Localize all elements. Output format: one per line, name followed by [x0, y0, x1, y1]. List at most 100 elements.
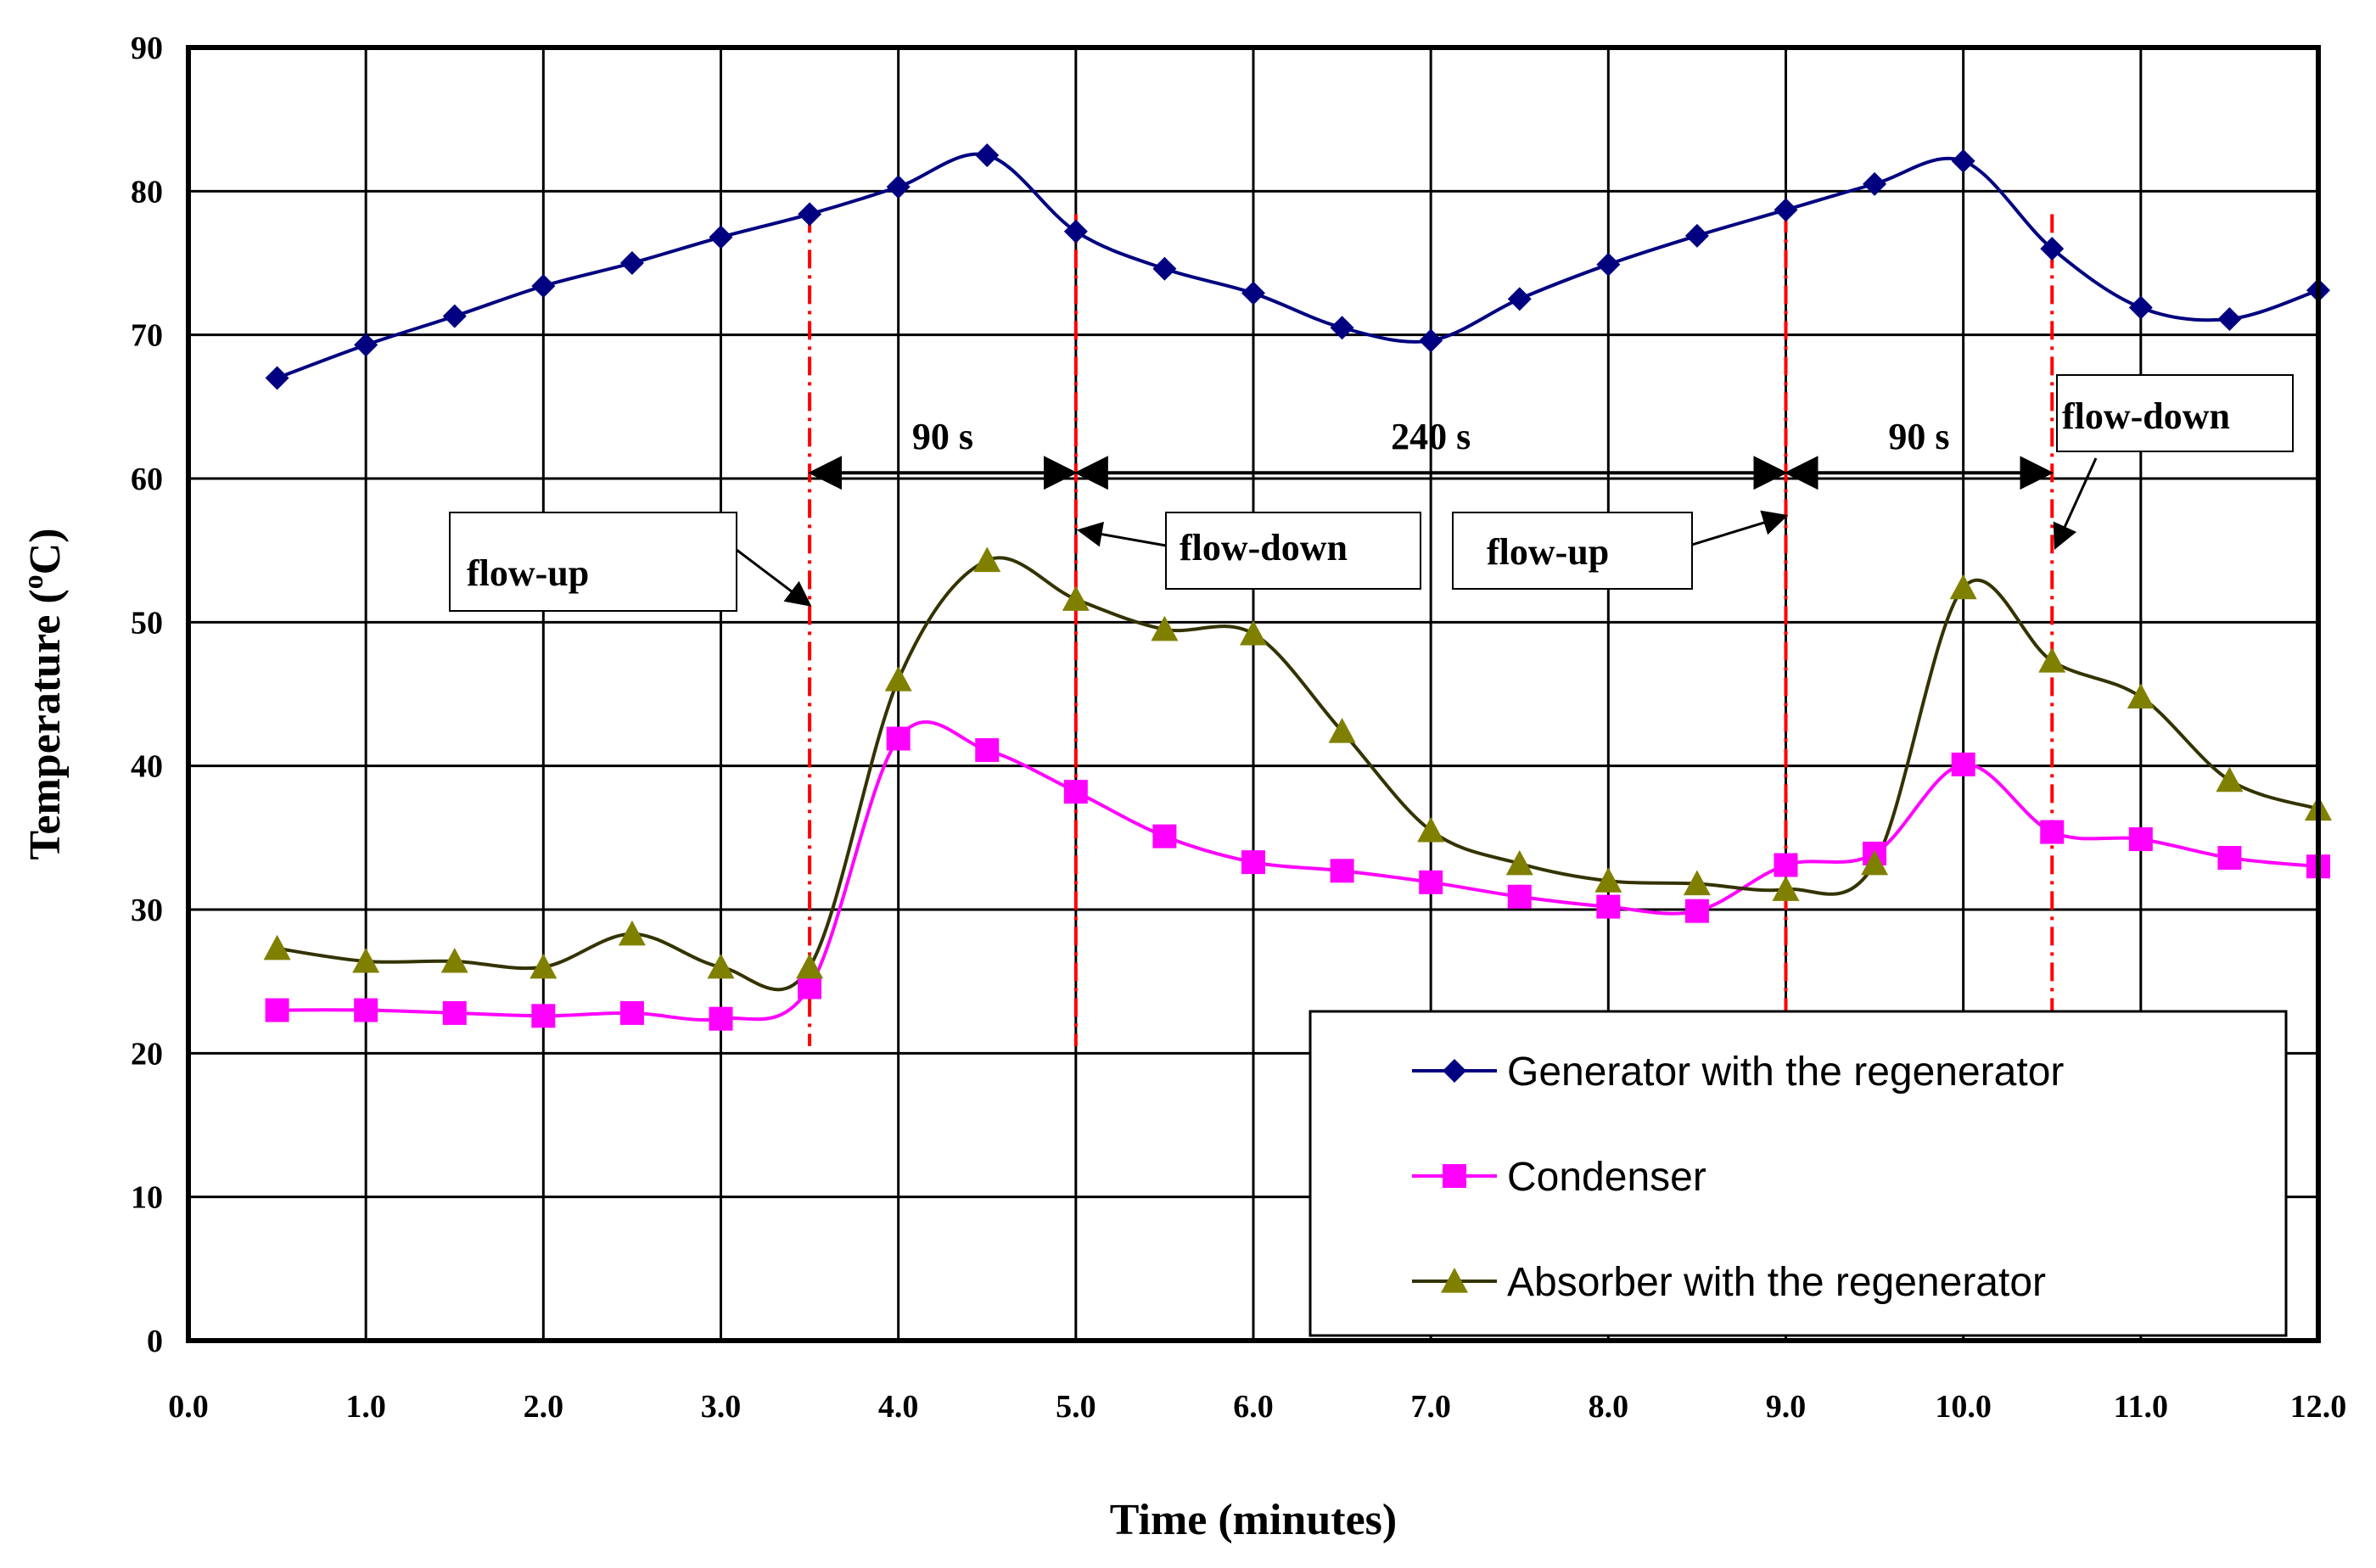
- data-point-series-2: [354, 998, 378, 1022]
- data-point-series-3: [263, 934, 291, 960]
- data-point-series-2: [619, 1000, 644, 1025]
- data-point-series-2: [709, 1006, 733, 1031]
- data-point-series-3: [352, 947, 380, 973]
- flow-label: flow-down: [1180, 527, 1348, 568]
- y-axis-title-main: Temperature (: [21, 589, 70, 860]
- data-point-series-2: [2128, 827, 2153, 852]
- x-tick-label: 9.0: [1766, 1389, 1807, 1425]
- data-point-series-3: [1505, 849, 1533, 876]
- series-line-3: [277, 556, 2318, 992]
- data-point-series-1: [2128, 295, 2153, 320]
- data-point-series-3: [530, 953, 558, 979]
- x-tick-label: 7.0: [1410, 1389, 1451, 1425]
- data-point-series-3: [1062, 585, 1090, 611]
- data-point-series-3: [1417, 816, 1445, 843]
- data-point-series-1: [1507, 287, 1532, 311]
- data-point-series-3: [1949, 574, 1977, 600]
- data-point-series-2: [2040, 820, 2065, 844]
- flow-arrow: [1076, 521, 1167, 547]
- y-tick-label: 40: [131, 749, 163, 785]
- x-tick-label: 12.0: [2290, 1389, 2347, 1425]
- y-tick-label: 60: [131, 462, 163, 497]
- data-point-series-1: [1419, 328, 1443, 353]
- data-point-series-1: [2217, 307, 2242, 332]
- flow-label: flow-up: [1487, 531, 1609, 573]
- x-tick-label: 10.0: [1935, 1389, 1992, 1425]
- x-tick-label: 2.0: [524, 1389, 564, 1425]
- y-tick-label: 90: [131, 31, 163, 66]
- data-point-series-3: [707, 953, 735, 979]
- y-axis-title-end: C): [21, 528, 70, 574]
- x-axis-title: Time (minutes): [1110, 1496, 1397, 1544]
- data-point-series-3: [1861, 849, 1889, 876]
- legend-swatch-marker: [1441, 1268, 1468, 1293]
- data-point-series-2: [2217, 846, 2242, 871]
- interval-label: 90 s: [912, 416, 973, 457]
- data-point-series-3: [440, 947, 468, 973]
- data-point-series-3: [884, 666, 912, 692]
- data-point-series-1: [709, 225, 733, 249]
- flow-arrow: [2053, 457, 2098, 551]
- data-point-series-3: [2038, 647, 2066, 673]
- legend-label: Absorber with the regenerator: [1507, 1260, 2046, 1305]
- data-point-series-2: [1419, 870, 1443, 894]
- data-point-series-1: [1863, 171, 1887, 196]
- data-point-series-1: [1774, 198, 1798, 222]
- data-point-series-2: [1684, 899, 1709, 923]
- data-point-series-2: [1507, 884, 1532, 909]
- data-point-series-2: [1596, 894, 1621, 919]
- data-point-series-3: [618, 920, 646, 946]
- x-tick-label: 11.0: [2114, 1389, 2168, 1425]
- data-point-series-3: [796, 953, 824, 979]
- x-tick-label: 6.0: [1233, 1389, 1274, 1425]
- data-point-series-3: [1683, 870, 1711, 896]
- data-point-series-3: [2216, 766, 2244, 792]
- data-point-series-1: [1152, 256, 1177, 281]
- x-tick-label: 0.0: [168, 1389, 209, 1425]
- legend-label: Generator with the regenerator: [1507, 1050, 2064, 1095]
- y-tick-label: 30: [131, 893, 163, 928]
- data-point-series-1: [798, 202, 822, 227]
- flow-arrow: [736, 548, 812, 607]
- data-point-series-1: [2040, 237, 2065, 261]
- flow-label-box: [1165, 512, 1421, 590]
- data-point-series-1: [975, 143, 1000, 167]
- interval-label: 90 s: [1888, 416, 1949, 457]
- data-point-series-2: [442, 1000, 467, 1025]
- y-axis-title: Temperature (oC): [18, 528, 70, 860]
- data-markers: [263, 143, 2332, 1031]
- data-point-series-2: [798, 975, 822, 1000]
- data-point-series-3: [1328, 718, 1356, 743]
- flow-label-box: [449, 512, 737, 612]
- data-point-series-2: [1241, 850, 1265, 875]
- data-point-series-1: [1684, 223, 1709, 248]
- data-point-series-2: [1774, 853, 1798, 877]
- data-point-series-1: [886, 175, 911, 199]
- y-tick-label: 10: [131, 1180, 163, 1216]
- legend-swatch-marker: [1443, 1059, 1466, 1083]
- data-point-series-3: [1240, 619, 1267, 646]
- x-tick-label: 5.0: [1056, 1389, 1096, 1425]
- data-point-series-2: [1330, 859, 1354, 883]
- plot-area-frame: [186, 45, 2321, 1343]
- data-point-series-2: [1951, 752, 1975, 776]
- data-point-series-2: [265, 998, 289, 1022]
- data-point-series-3: [973, 546, 1001, 573]
- data-point-series-1: [1951, 148, 1975, 173]
- data-point-series-1: [531, 274, 556, 299]
- y-tick-label: 80: [131, 174, 163, 210]
- x-tick-label: 1.0: [345, 1389, 386, 1425]
- x-tick-label: 3.0: [701, 1389, 742, 1425]
- data-point-series-2: [1152, 824, 1177, 848]
- data-point-series-3: [1594, 867, 1622, 893]
- legend-label: Condenser: [1507, 1155, 1706, 1200]
- flow-label-box: [1452, 512, 1693, 590]
- data-point-series-3: [2127, 683, 2155, 708]
- data-point-series-2: [1063, 780, 1088, 804]
- data-point-series-1: [265, 366, 289, 390]
- y-tick-label: 70: [131, 318, 163, 354]
- event-lines: [808, 214, 2054, 1046]
- data-point-series-3: [1772, 876, 1800, 901]
- tick-labels: 0 10 20 30 40 50 60 70 80 90 0.0 1.0 2.0 3.0 4.0 5.0 6.0…: [131, 31, 2346, 1425]
